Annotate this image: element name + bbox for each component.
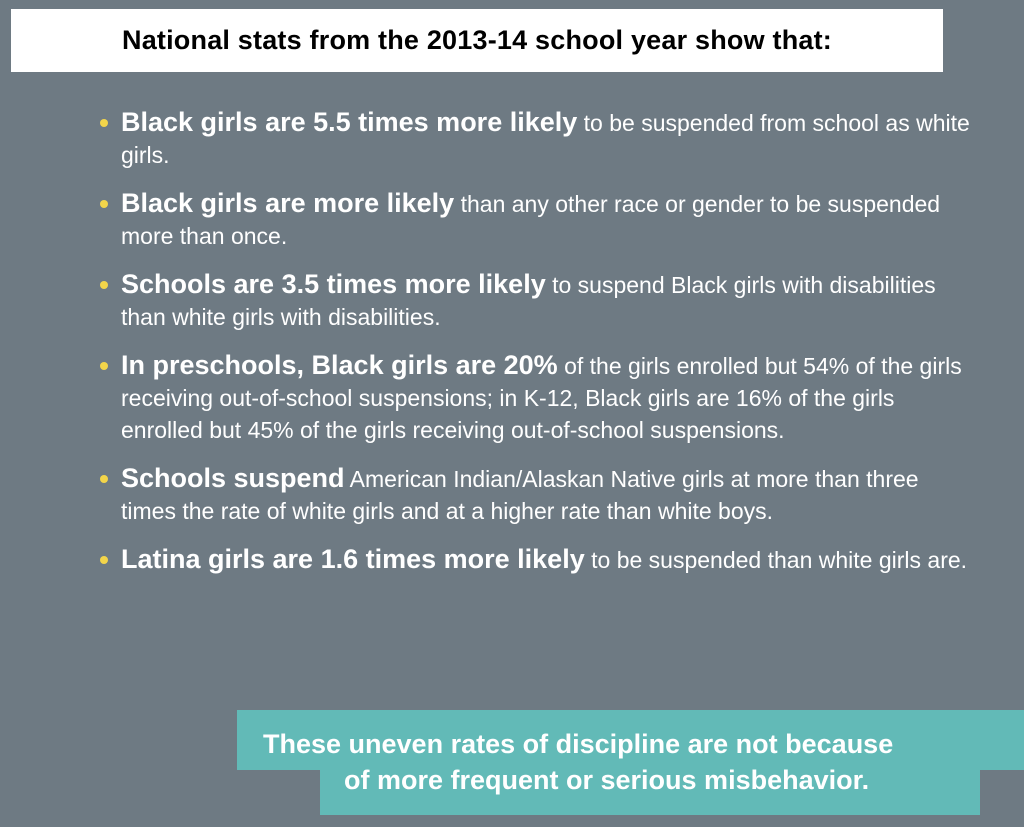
page-title: National stats from the 2013-14 school y… [122, 25, 832, 55]
stats-list: Black girls are 5.5 times more likely to… [100, 106, 970, 592]
list-item: Latina girls are 1.6 times more likely t… [100, 543, 970, 576]
stat-text: to be suspended from school as white gir… [121, 110, 970, 168]
stat-highlight: Black girls are more likely [121, 188, 455, 218]
bullet-icon [100, 475, 108, 483]
list-item: In preschools, Black girls are 20% of th… [100, 349, 970, 446]
callout-box-top [237, 710, 1024, 770]
bullet-icon [100, 119, 108, 127]
stat-text: than any other race or gender to be susp… [121, 191, 941, 249]
callout-line-2: of more frequent or serious misbehavior. [344, 765, 870, 795]
stat-highlight: Latina girls are 1.6 times more likely [121, 544, 585, 574]
stat-text: American Indian/Alaskan Native girls at … [121, 466, 919, 524]
stat-highlight: Black girls are 5.5 times more likely [121, 107, 578, 137]
header-banner: National stats from the 2013-14 school y… [11, 9, 943, 72]
bullet-icon [100, 281, 108, 289]
bullet-icon [100, 362, 108, 370]
list-item: Black girls are 5.5 times more likely to… [100, 106, 970, 171]
stat-highlight: Schools suspend [121, 463, 345, 493]
stat-text: to suspend Black girls with disabilities… [121, 272, 936, 330]
list-item: Schools suspend American Indian/Alaskan … [100, 462, 970, 527]
stat-text: to be suspended than white girls are. [584, 547, 968, 573]
stat-highlight: Schools are 3.5 times more likely [121, 269, 546, 299]
callout-text: These uneven rates of discipline are not… [237, 726, 1024, 798]
stat-text: of the girls enrolled but 54% of the gir… [121, 353, 962, 443]
callout-line-1: These uneven rates of discipline are not… [263, 729, 894, 759]
list-item: Black girls are more likely than any oth… [100, 187, 970, 252]
bullet-icon [100, 556, 108, 564]
callout-box-bottom [320, 768, 980, 815]
stat-highlight: In preschools, Black girls are 20% [121, 350, 558, 380]
list-item: Schools are 3.5 times more likely to sus… [100, 268, 970, 333]
bullet-icon [100, 200, 108, 208]
